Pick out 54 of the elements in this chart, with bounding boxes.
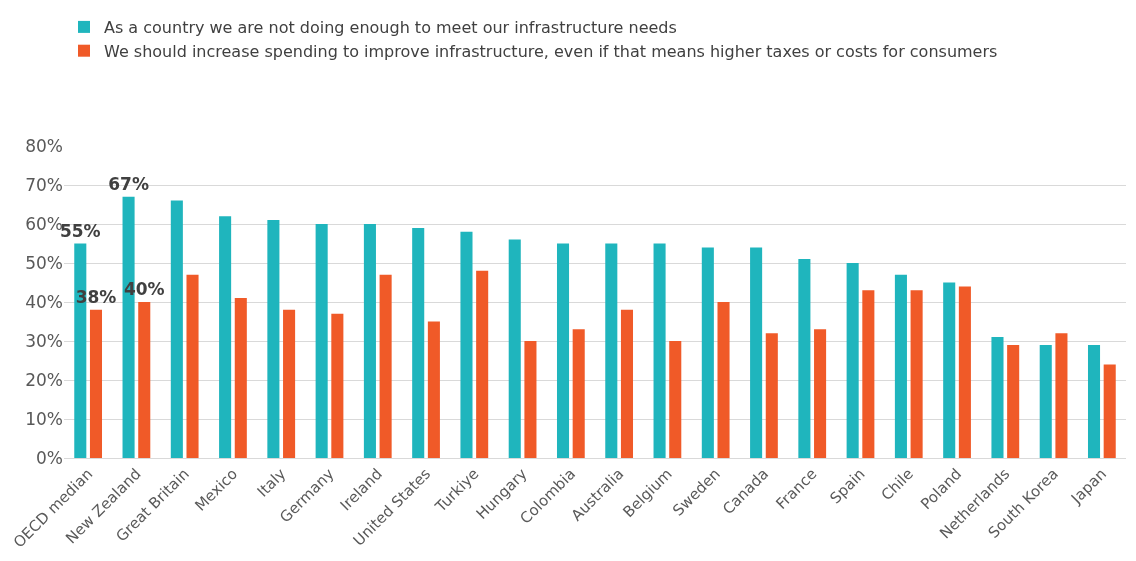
- bar: [991, 337, 1004, 458]
- y-tick-label: 50%: [25, 252, 63, 273]
- bar: [1055, 333, 1068, 458]
- bar: [669, 341, 682, 458]
- y-tick-label: 70%: [25, 174, 63, 195]
- bar: [1039, 344, 1052, 458]
- bar: [910, 290, 923, 458]
- bar: [460, 231, 473, 458]
- bar: [476, 270, 489, 458]
- bar: [620, 309, 634, 458]
- bar: [862, 290, 875, 458]
- bar: [412, 227, 425, 458]
- y-tick-label: 80%: [25, 135, 63, 156]
- y-tick-label: 0%: [36, 447, 63, 468]
- bar: [750, 247, 763, 458]
- bar: [138, 302, 151, 458]
- bar: [894, 274, 907, 458]
- bar: [186, 274, 199, 458]
- y-tick-label: 30%: [25, 330, 63, 351]
- bar: [943, 282, 956, 458]
- bar: [798, 259, 811, 458]
- bar: [556, 243, 570, 458]
- bar: [958, 286, 971, 458]
- bar: [331, 313, 344, 458]
- y-tick-label: 60%: [25, 213, 63, 234]
- bar: [219, 216, 232, 458]
- bar: [379, 274, 392, 458]
- bar: [717, 302, 730, 458]
- y-tick-label: 10%: [25, 408, 63, 429]
- bar: [605, 243, 618, 458]
- y-tick-label: 40%: [25, 291, 63, 312]
- bar: [234, 298, 247, 458]
- y-tick-label: 20%: [25, 369, 63, 390]
- bar: [508, 239, 521, 458]
- bar: [1007, 344, 1020, 458]
- bar: [267, 220, 280, 458]
- bar: [1087, 344, 1101, 458]
- bar: [427, 321, 440, 458]
- legend-label: As a country we are not doing enough to meet our infrastructure needs: [104, 18, 677, 38]
- legend-label: We should increase spending to improve infrastructure, even if that means higher taxes or costs for consumers: [104, 41, 998, 61]
- bar: [814, 329, 827, 458]
- bar: [283, 309, 296, 458]
- bar: [315, 224, 328, 458]
- bar: [572, 329, 585, 458]
- bar: [701, 247, 714, 458]
- bar: [363, 224, 376, 458]
- bar: [1103, 364, 1116, 458]
- data-label: 67%: [108, 173, 149, 194]
- bar: [846, 263, 859, 458]
- bar: [765, 333, 778, 458]
- bar: [653, 243, 666, 458]
- bar: [524, 341, 537, 458]
- bar: [170, 200, 183, 458]
- bar: [89, 309, 103, 458]
